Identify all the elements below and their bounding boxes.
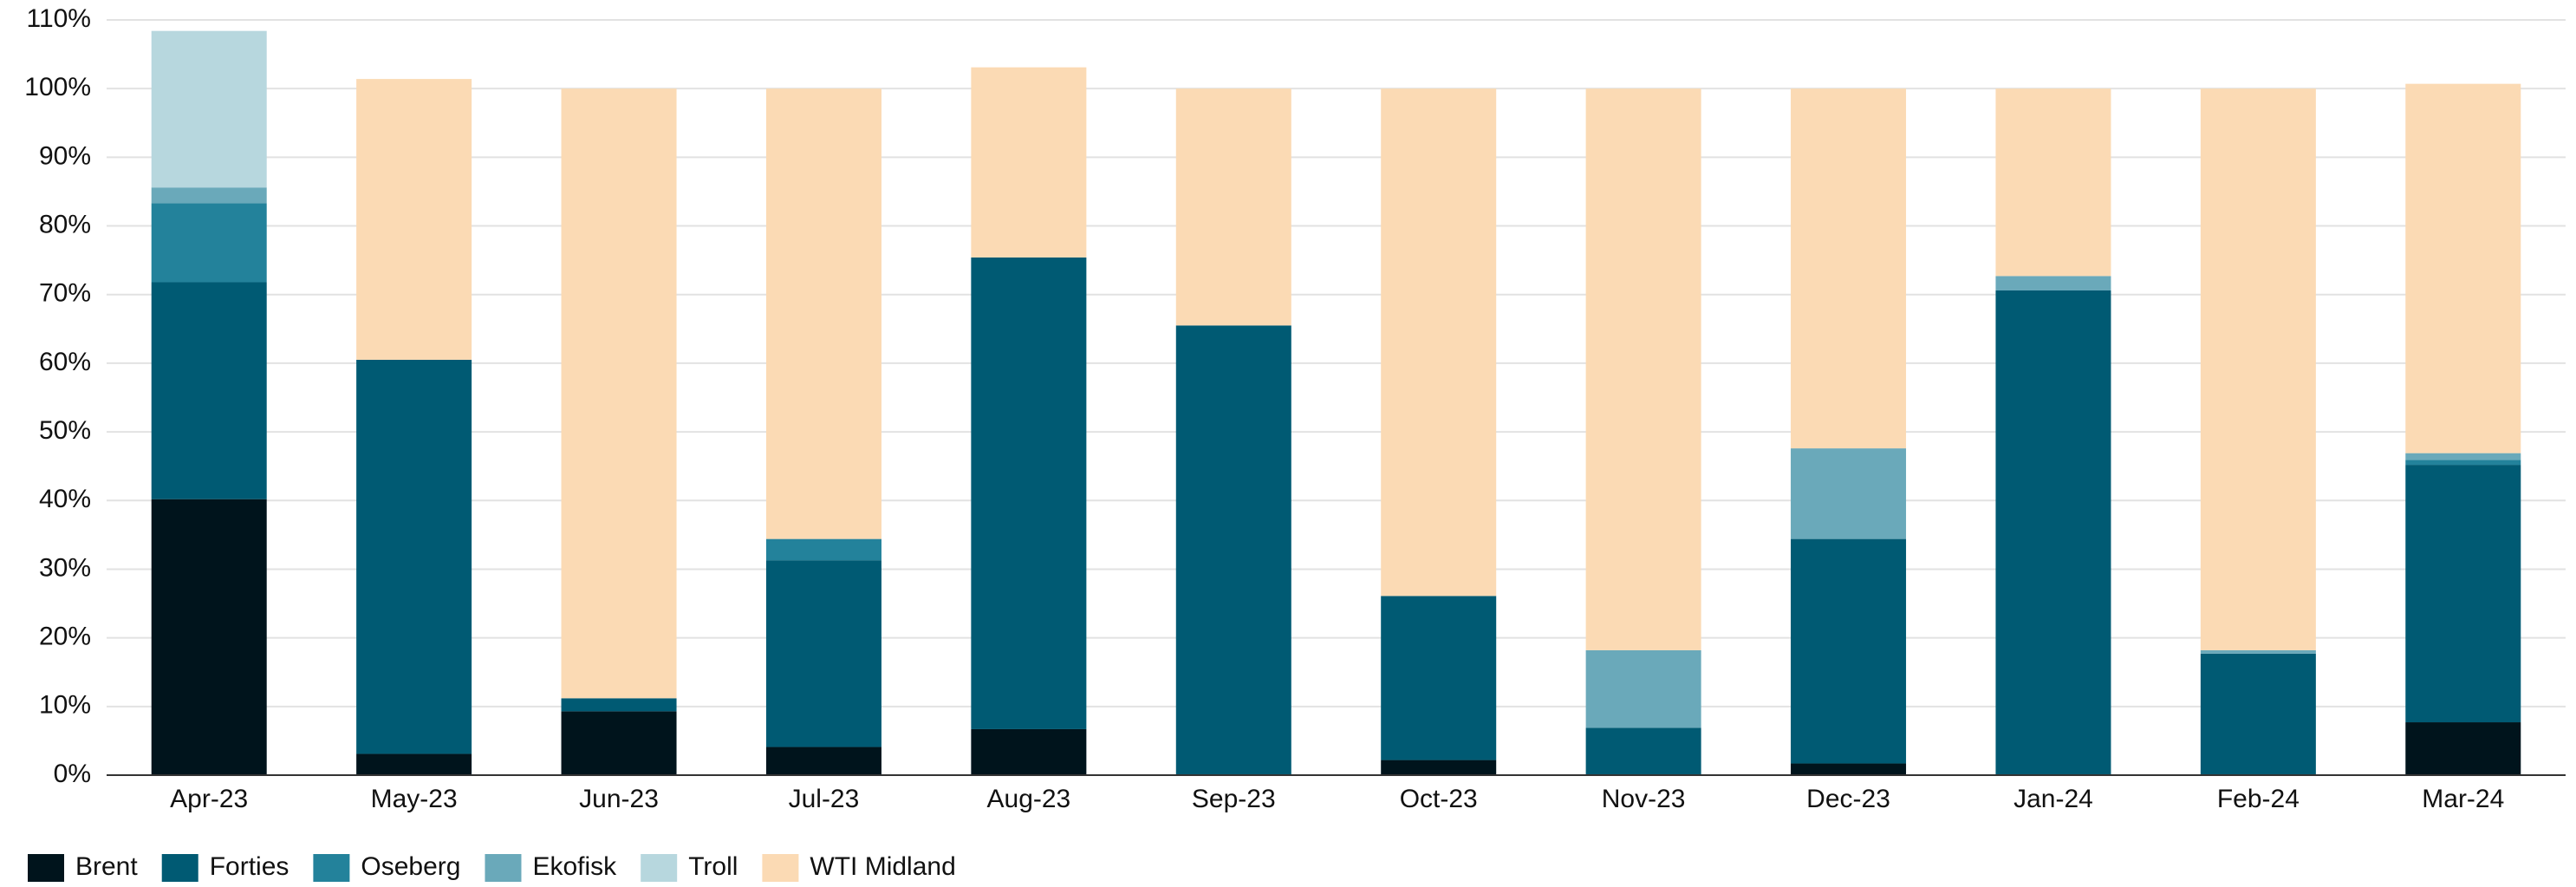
y-tick-label: 70%	[39, 279, 91, 308]
x-tick-label: Dec-23	[1806, 785, 1890, 813]
bar-segment	[2405, 453, 2521, 460]
legend-swatch	[762, 854, 799, 882]
bar-segment	[561, 698, 677, 712]
y-tick-label: 10%	[39, 691, 91, 720]
bar-segment	[971, 728, 1087, 775]
bar-segment	[1995, 290, 2111, 776]
legend-swatch	[641, 854, 678, 882]
x-tick-label: Jul-23	[789, 785, 860, 813]
bar-segment	[1585, 649, 1701, 728]
bar-segment	[765, 747, 881, 775]
bar-segment	[971, 257, 1087, 729]
y-tick-label: 110%	[26, 4, 91, 33]
x-tick-label: May-23	[371, 785, 458, 813]
bar-segment	[765, 88, 881, 539]
bar-segment	[1791, 88, 1907, 449]
bar-segment	[151, 187, 267, 204]
bar-segment	[2405, 83, 2521, 453]
y-tick-label: 30%	[39, 553, 91, 582]
bar-segment	[561, 88, 677, 699]
bar-segment	[2405, 722, 2521, 775]
y-tick-label: 0%	[54, 760, 91, 788]
bar-segment	[151, 203, 267, 283]
legend-label: Forties	[210, 852, 289, 881]
bar-segment	[1791, 538, 1907, 764]
bar-segment	[2405, 460, 2521, 466]
bar-segment	[971, 67, 1087, 258]
x-tick-label: Jan-24	[2013, 785, 2093, 813]
bar-segment	[1791, 448, 1907, 539]
bar-segment	[1175, 325, 1291, 775]
x-tick-label: Sep-23	[1192, 785, 1276, 813]
x-tick-label: Aug-23	[987, 785, 1071, 813]
x-tick-label: Apr-23	[170, 785, 248, 813]
bar-segment	[2200, 653, 2316, 775]
y-tick-label: 20%	[39, 623, 91, 651]
bar-segment	[765, 560, 881, 747]
y-tick-label: 100%	[24, 73, 91, 101]
legend-swatch	[485, 854, 522, 882]
y-tick-label: 50%	[39, 416, 91, 445]
bar-segment	[2200, 649, 2316, 654]
legend-label: WTI Midland	[810, 852, 955, 881]
bar-segment	[1381, 88, 1497, 597]
x-tick-label: Mar-24	[2422, 785, 2504, 813]
bar-segment	[2200, 88, 2316, 650]
bar-segment	[765, 538, 881, 561]
bar-segment	[1381, 760, 1497, 775]
legend-swatch	[28, 854, 64, 882]
legend-label: Brent	[75, 852, 138, 881]
legend-label: Oseberg	[361, 852, 460, 881]
bar-segment	[561, 711, 677, 775]
bar-segment	[151, 282, 267, 499]
y-tick-label: 60%	[39, 348, 91, 376]
bar-segment	[151, 499, 267, 775]
bar-segment	[1791, 763, 1907, 775]
bar-segment	[356, 79, 472, 360]
bar-segment	[1585, 727, 1701, 775]
x-tick-label: Nov-23	[1602, 785, 1686, 813]
x-tick-label: Oct-23	[1400, 785, 1478, 813]
bar-segment	[1381, 596, 1497, 760]
legend-label: Troll	[688, 852, 738, 881]
y-tick-label: 80%	[39, 210, 91, 238]
bar-segment	[356, 359, 472, 754]
x-tick-label: Feb-24	[2217, 785, 2300, 813]
bar-segment	[2405, 465, 2521, 723]
bar-segment	[356, 753, 472, 775]
bar-segment	[1175, 88, 1291, 326]
bar-segment	[1995, 88, 2111, 277]
bar-segment	[151, 30, 267, 188]
y-tick-label: 90%	[39, 141, 91, 170]
legend-swatch	[313, 854, 350, 882]
x-tick-label: Jun-23	[579, 785, 659, 813]
legend-swatch	[161, 854, 198, 882]
legend-label: Ekofisk	[532, 852, 617, 881]
bar-segment	[1995, 276, 2111, 290]
bar-segment	[1585, 88, 1701, 650]
y-tick-label: 40%	[39, 485, 91, 513]
